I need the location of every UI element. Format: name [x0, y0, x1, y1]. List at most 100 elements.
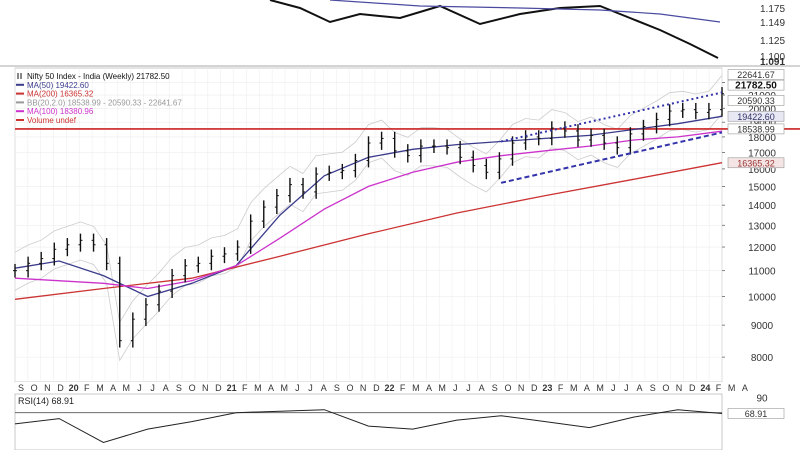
rsi-plot-area [14, 393, 723, 450]
date-tick-label: D [531, 383, 538, 393]
price-tick-label: 14000 [748, 201, 776, 212]
date-tick-label: S [18, 383, 24, 393]
legend-label: MA(200) 16365.32 [27, 90, 94, 99]
date-tick-label: A [268, 383, 274, 393]
date-tick-label: M [280, 383, 288, 393]
value-tag-label: 20590.33 [737, 96, 775, 106]
date-tick-label: S [176, 383, 182, 393]
rsi-title: RSI(14) 68.91 [18, 396, 74, 406]
date-tick-label: D [215, 383, 222, 393]
legend-label: MA(100) 18380.96 [27, 107, 94, 116]
date-axis-bg [15, 382, 722, 393]
price-tick-label: 9000 [751, 321, 774, 332]
moving-average-line [14, 162, 723, 300]
date-tick-label: F [400, 383, 406, 393]
date-tick-label: S [334, 383, 340, 393]
value-tag-label: 16365.32 [737, 158, 775, 168]
price-tick-label: 17000 [748, 148, 776, 159]
date-tick-label: 20 [69, 383, 79, 393]
date-tick-label: M [570, 383, 578, 393]
price-tick-label: 16000 [748, 165, 776, 176]
date-tick-label: S [650, 383, 656, 393]
price-tick-label: 8000 [751, 353, 774, 364]
date-tick-label: M [123, 383, 131, 393]
date-tick-label: 24 [700, 383, 710, 393]
rsi-value-tag-box [727, 408, 785, 419]
date-tick-label: M [728, 383, 736, 393]
value-tag-box [727, 123, 785, 135]
legend-label: Nifty 50 Index - India (Weekly) 21782.50 [27, 72, 170, 81]
rsi-panel: RSI(14) 68.91 90 68.91 [14, 393, 785, 450]
price-tick-label: 10000 [748, 293, 776, 304]
value-tag-label: 21782.50 [735, 81, 777, 92]
date-tick-label: A [584, 383, 590, 393]
date-tick-label: O [504, 383, 511, 393]
value-tag-box [727, 79, 785, 91]
date-tick-label: F [558, 383, 564, 393]
date-tick-label: J [624, 383, 629, 393]
ratio-tick-label: 1.175 [760, 4, 785, 15]
ratio-tick-label: 1.125 [760, 36, 785, 47]
date-tick-label: F [242, 383, 248, 393]
value-tag-label: 19422.60 [737, 112, 775, 122]
date-tick-label: N [44, 383, 51, 393]
date-tick-label: D [57, 383, 64, 393]
ratio-tick-label: 1.149 [760, 18, 785, 29]
price-tick-label: 11000 [748, 267, 776, 278]
value-tag-box [727, 157, 785, 169]
value-tag-label: 18538.99 [737, 124, 775, 134]
legend-label: BB(20,2.0) 18538.99 - 20590.33 - 22641.6… [27, 98, 182, 107]
date-tick-label: A [742, 383, 748, 393]
date-tick-label: N [676, 383, 683, 393]
value-tag-box [727, 95, 785, 106]
date-tick-label: N [518, 383, 525, 393]
date-tick-label: M [438, 383, 446, 393]
date-tick-label: O [347, 383, 354, 393]
date-tick-label: F [84, 383, 90, 393]
legend-label: MA(50) 19422.60 [27, 81, 89, 90]
legend-label: Volume undef [27, 116, 77, 125]
date-tick-label: F [716, 383, 722, 393]
date-tick-label: 23 [542, 383, 552, 393]
date-tick-label: N [202, 383, 209, 393]
date-tick-label: S [492, 383, 498, 393]
date-tick-label: J [295, 383, 300, 393]
date-tick-label: O [662, 383, 669, 393]
rsi-tick-label: 90 [756, 394, 768, 405]
trendline [500, 131, 723, 184]
ratio-tick-label: 1.091 [760, 57, 785, 68]
value-tag-label: 22641.67 [737, 70, 775, 80]
date-tick-label: D [373, 383, 380, 393]
date-tick-label: M [596, 383, 604, 393]
price-tick-label: 12000 [748, 243, 776, 254]
value-tag-box [727, 69, 785, 80]
price-panel [13, 67, 800, 383]
price-tick-label: 15000 [748, 182, 776, 193]
rsi-value-tag-label: 68.91 [745, 409, 768, 419]
date-tick-label: J [466, 383, 471, 393]
date-tick-label: J [137, 383, 142, 393]
moving-average-line [14, 130, 723, 290]
price-tick-label: 13000 [748, 221, 776, 232]
date-tick-label: A [426, 383, 432, 393]
rsi-line [14, 409, 723, 444]
date-tick-label: 21 [227, 383, 237, 393]
date-tick-label: J [308, 383, 313, 393]
date-tick-label: A [163, 383, 169, 393]
date-tick-label: M [96, 383, 104, 393]
price-tick-label: 18000 [748, 133, 776, 144]
date-tick-label: A [479, 383, 485, 393]
price-axis: 8000 9000 10000 11000 12000 13000 14000 15000 16… [722, 69, 785, 364]
bollinger-upper [14, 75, 723, 324]
date-tick-label: A [637, 383, 643, 393]
value-tag-box [727, 110, 785, 122]
date-tick-label: A [110, 383, 116, 393]
ratio-ma-line [329, 0, 721, 23]
ratio-line [269, 0, 719, 59]
date-tick-label: O [189, 383, 196, 393]
date-tick-label: A [321, 383, 327, 393]
date-tick-label: N [360, 383, 367, 393]
date-tick-label: D [689, 383, 696, 393]
